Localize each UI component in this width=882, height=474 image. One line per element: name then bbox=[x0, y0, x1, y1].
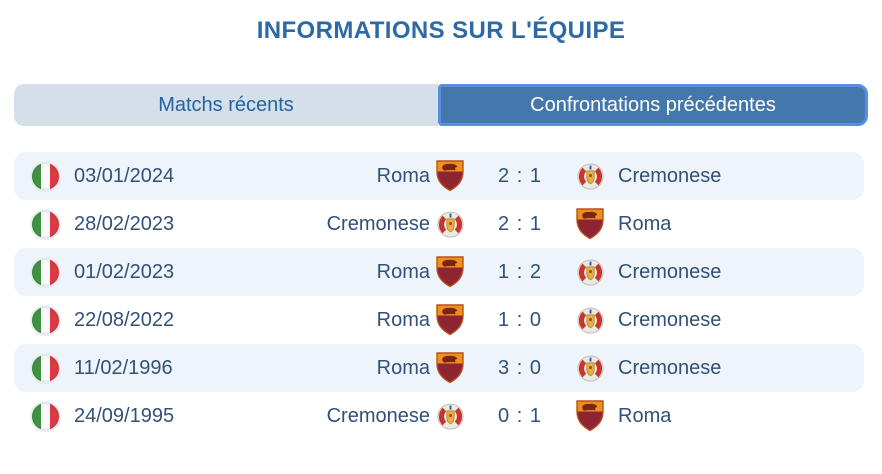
italy-flag-icon bbox=[30, 352, 61, 384]
tab-bar: Matchs récents Confrontations précédente… bbox=[14, 84, 868, 126]
match-score: 1 : 0 bbox=[498, 308, 542, 331]
match-row[interactable]: 03/01/2024 Roma 2 : 1 Cremonese bbox=[14, 152, 864, 200]
match-row[interactable]: 01/02/2023 Roma 1 : 2 Cremonese bbox=[14, 248, 864, 296]
match-score: 1 : 2 bbox=[498, 260, 542, 283]
match-score: 2 : 1 bbox=[498, 212, 542, 235]
away-team-name: Cremonese bbox=[618, 164, 722, 187]
roma-crest-icon bbox=[436, 304, 464, 336]
match-score: 0 : 1 bbox=[498, 404, 542, 427]
home-team-badge-icon bbox=[432, 256, 468, 288]
roma-crest-icon bbox=[436, 256, 464, 288]
cremonese-crest-icon bbox=[576, 306, 604, 334]
match-date: 03/01/2024 bbox=[74, 164, 175, 187]
home-team-name: Roma bbox=[376, 356, 430, 379]
tab-matchs-recents-label: Matchs récents bbox=[158, 93, 294, 116]
away-team-badge-icon bbox=[572, 162, 608, 190]
home-team-badge-icon bbox=[432, 210, 468, 238]
tab-confrontations-precedentes-label: Confrontations précédentes bbox=[530, 93, 776, 116]
tab-confrontations-precedentes[interactable]: Confrontations précédentes bbox=[438, 84, 868, 126]
cremonese-crest-icon bbox=[576, 354, 604, 382]
home-team-name: Cremonese bbox=[326, 404, 430, 427]
away-team-name: Cremonese bbox=[618, 308, 722, 331]
roma-crest-icon bbox=[576, 208, 604, 240]
home-team-badge-icon bbox=[432, 402, 468, 430]
roma-crest-icon bbox=[436, 160, 464, 192]
home-team-badge-icon bbox=[432, 160, 468, 192]
match-date: 28/02/2023 bbox=[74, 212, 175, 235]
away-team-badge-icon bbox=[572, 354, 608, 382]
match-row[interactable]: 28/02/2023 Cremonese 2 : 1 Roma bbox=[14, 200, 864, 248]
home-team-badge-icon bbox=[432, 304, 468, 336]
away-team-name: Cremonese bbox=[618, 260, 722, 283]
away-team-badge-icon bbox=[572, 400, 608, 432]
match-date: 24/09/1995 bbox=[74, 404, 175, 427]
away-team-name: Roma bbox=[618, 212, 672, 235]
match-score: 3 : 0 bbox=[498, 356, 542, 379]
home-team-name: Roma bbox=[376, 308, 430, 331]
page-title: INFORMATIONS SUR L'ÉQUIPE bbox=[256, 17, 626, 44]
home-team-name: Roma bbox=[376, 164, 430, 187]
away-team-badge-icon bbox=[572, 306, 608, 334]
roma-crest-icon bbox=[576, 400, 604, 432]
cremonese-crest-icon bbox=[576, 258, 604, 286]
home-team-name: Cremonese bbox=[326, 212, 430, 235]
match-row[interactable]: 11/02/1996 Roma 3 : 0 Cremonese bbox=[14, 344, 864, 392]
roma-crest-icon bbox=[436, 352, 464, 384]
italy-flag-icon bbox=[30, 208, 61, 240]
matches-list: 03/01/2024 Roma 2 : 1 Cremonese 28/02/20… bbox=[14, 152, 864, 440]
italy-flag-icon bbox=[30, 256, 61, 288]
italy-flag-icon bbox=[30, 304, 61, 336]
away-team-name: Roma bbox=[618, 404, 672, 427]
away-team-badge-icon bbox=[572, 258, 608, 286]
away-team-name: Cremonese bbox=[618, 356, 722, 379]
cremonese-crest-icon bbox=[436, 210, 464, 238]
match-date: 11/02/1996 bbox=[74, 356, 173, 379]
cremonese-crest-icon bbox=[436, 402, 464, 430]
match-date: 22/08/2022 bbox=[74, 308, 175, 331]
match-score: 2 : 1 bbox=[498, 164, 542, 187]
away-team-badge-icon bbox=[572, 208, 608, 240]
match-date: 01/02/2023 bbox=[74, 260, 175, 283]
team-info-panel: INFORMATIONS SUR L'ÉQUIPE Matchs récents… bbox=[0, 16, 882, 440]
italy-flag-icon bbox=[30, 160, 61, 192]
home-team-name: Roma bbox=[376, 260, 430, 283]
home-team-badge-icon bbox=[432, 352, 468, 384]
italy-flag-icon bbox=[30, 400, 61, 432]
cremonese-crest-icon bbox=[576, 162, 604, 190]
match-row[interactable]: 22/08/2022 Roma 1 : 0 Cremonese bbox=[14, 296, 864, 344]
match-row[interactable]: 24/09/1995 Cremonese 0 : 1 Roma bbox=[14, 392, 864, 440]
tab-matchs-recents[interactable]: Matchs récents bbox=[14, 84, 438, 126]
